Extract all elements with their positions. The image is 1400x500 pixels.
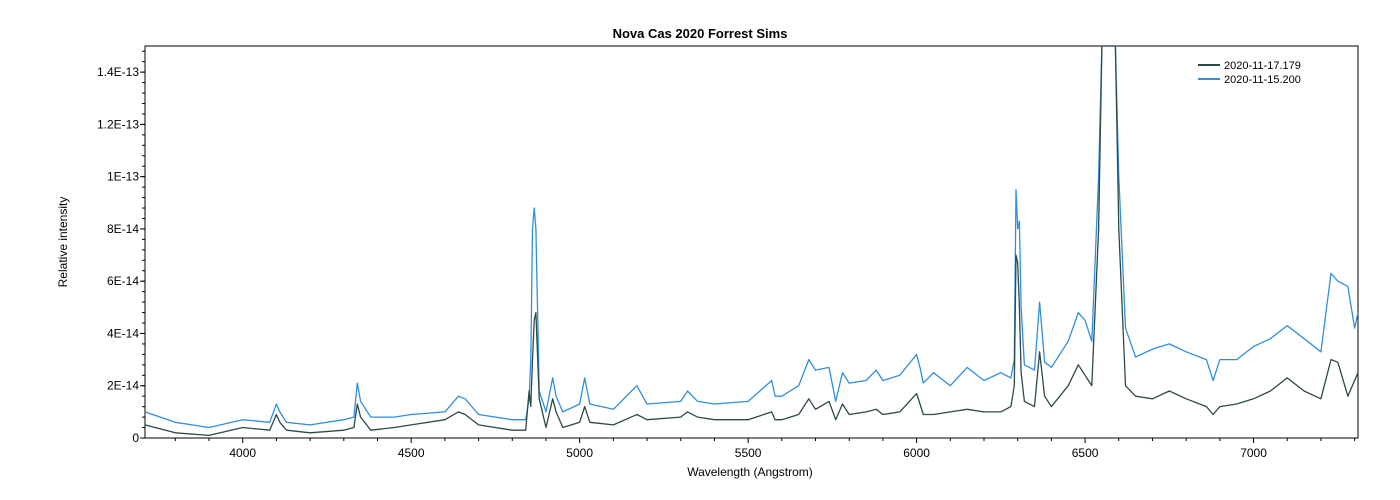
- y-tick-label: 1.4E-13: [97, 65, 139, 79]
- x-tick-label: 6500: [1072, 446, 1099, 460]
- y-tick-label: 1E-13: [107, 170, 139, 184]
- x-tick-label: 7000: [1240, 446, 1267, 460]
- series-line: [144, 45, 1359, 429]
- legend-label: 2020-11-15.200: [1224, 74, 1301, 86]
- x-tick-label: 5000: [566, 446, 593, 460]
- series-group: [144, 45, 1359, 437]
- x-axis-title: Wavelength (Angstrom): [687, 465, 813, 479]
- y-tick-label: 4E-14: [107, 326, 139, 340]
- x-tick-label: 4000: [229, 446, 256, 460]
- x-axis: 4000 4500 5000 5500 6000 6500 7000: [174, 438, 1356, 460]
- y-axis-title: Relative intensity: [56, 197, 70, 288]
- y-tick-label: 2E-14: [107, 379, 139, 393]
- plot-frame: [144, 45, 1359, 439]
- y-tick-label: 6E-14: [107, 274, 139, 288]
- x-tick-label: 4500: [398, 446, 425, 460]
- plot-area: [144, 45, 1359, 439]
- x-tick-label: 5500: [735, 446, 762, 460]
- y-axis: 0 2E-14 4E-14 6E-14 8E-14 1E-13 1.2E-13 1.4E-13: [97, 50, 145, 445]
- legend-label: 2020-11-17.179: [1224, 60, 1301, 72]
- y-tick-label: 8E-14: [107, 222, 139, 236]
- series-line: [144, 45, 1359, 437]
- y-tick-label: 1.2E-13: [97, 117, 139, 131]
- legend: 2020-11-17.179 2020-11-15.200: [1198, 60, 1301, 86]
- y-tick-label: 0: [132, 431, 139, 445]
- chart-title: Nova Cas 2020 Forrest Sims: [613, 26, 788, 41]
- x-tick-label: 6000: [903, 446, 930, 460]
